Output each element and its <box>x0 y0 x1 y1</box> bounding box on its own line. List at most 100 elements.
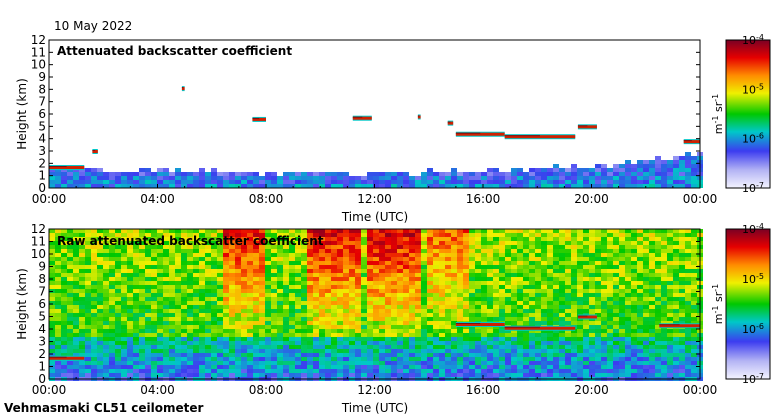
heat-cell <box>193 369 199 373</box>
heat-cell <box>685 345 691 349</box>
heat-cell <box>217 353 223 357</box>
heat-cell <box>157 281 163 285</box>
heat-cell <box>397 309 403 313</box>
heat-cell <box>187 229 193 233</box>
heat-cell <box>337 245 343 249</box>
heat-cell <box>679 249 685 253</box>
heat-cell <box>223 253 229 257</box>
heat-cell <box>421 289 427 293</box>
heat-cell <box>193 245 199 249</box>
heat-cell <box>253 317 259 321</box>
heat-cell <box>199 277 205 281</box>
heat-cell <box>487 253 493 257</box>
heat-cell <box>187 180 193 184</box>
heat-cell <box>505 345 511 349</box>
heat-cell <box>643 229 649 233</box>
heat-cell <box>439 281 445 285</box>
heat-cell <box>121 345 127 349</box>
heat-cell <box>229 373 235 377</box>
heat-cell <box>523 301 529 305</box>
heat-cell <box>223 241 229 245</box>
heat-cell <box>235 180 241 184</box>
heat-cell <box>91 333 97 337</box>
heat-cell <box>163 353 169 357</box>
heat-cell <box>103 176 109 180</box>
heat-cell <box>169 233 175 237</box>
heat-cell <box>85 329 91 333</box>
heat-cell <box>505 369 511 373</box>
y-tick-label: 0 <box>38 372 46 386</box>
heat-cell <box>523 349 529 353</box>
heat-cell <box>355 269 361 273</box>
heat-cell <box>595 277 601 281</box>
heat-cell <box>67 349 73 353</box>
heat-cell <box>367 297 373 301</box>
heat-cell <box>481 249 487 253</box>
heat-cell <box>307 349 313 353</box>
heat-cell <box>241 229 247 233</box>
heat-cell <box>259 333 265 337</box>
heat-cell <box>589 365 595 369</box>
heat-cell <box>445 289 451 293</box>
heat-cell <box>331 289 337 293</box>
heat-cell <box>655 341 661 345</box>
heat-cell <box>457 285 463 289</box>
heat-cell <box>343 176 349 180</box>
heat-cell <box>463 301 469 305</box>
heat-cell <box>655 321 661 325</box>
heat-cell <box>529 281 535 285</box>
heat-cell <box>151 317 157 321</box>
heat-cell <box>535 309 541 313</box>
heat-cell <box>517 293 523 297</box>
heat-cell <box>337 249 343 253</box>
heat-cell <box>367 285 373 289</box>
heat-cell <box>439 325 445 329</box>
heat-cell <box>553 281 559 285</box>
heat-cell <box>487 357 493 361</box>
heat-cell <box>361 269 367 273</box>
heat-cell <box>643 241 649 245</box>
heat-cell <box>373 249 379 253</box>
heat-cell <box>637 257 643 261</box>
heat-cell <box>583 357 589 361</box>
heat-cell <box>607 245 613 249</box>
heat-cell <box>607 337 613 341</box>
heat-cell <box>313 176 319 180</box>
heat-cell <box>631 229 637 233</box>
heat-cell <box>79 281 85 285</box>
heat-cell <box>361 257 367 261</box>
heat-cell <box>547 172 553 176</box>
heat-cell <box>409 180 415 184</box>
heat-cell <box>145 373 151 377</box>
heat-cell <box>493 353 499 357</box>
heat-cell <box>487 229 493 233</box>
heat-cell <box>601 349 607 353</box>
heat-cell <box>529 273 535 277</box>
heat-cell <box>691 257 697 261</box>
heat-cell <box>589 289 595 293</box>
heat-cell <box>187 329 193 333</box>
heat-cell <box>73 317 79 321</box>
heat-cell <box>127 180 133 184</box>
heat-cell <box>427 361 433 365</box>
heat-cell <box>535 253 541 257</box>
heat-cell <box>517 237 523 241</box>
heat-cell <box>211 277 217 281</box>
heat-cell <box>523 233 529 237</box>
heat-cell <box>205 345 211 349</box>
heat-cell <box>181 277 187 281</box>
heat-cell <box>235 309 241 313</box>
heat-cell <box>157 313 163 317</box>
heat-cell <box>601 273 607 277</box>
heat-cell <box>631 164 637 168</box>
heat-cell <box>571 241 577 245</box>
heat-cell <box>169 345 175 349</box>
heat-cell <box>79 365 85 369</box>
heat-cell <box>475 309 481 313</box>
heat-cell <box>349 257 355 261</box>
heat-cell <box>553 277 559 281</box>
heat-cell <box>319 317 325 321</box>
heat-cell <box>487 269 493 273</box>
heat-cell <box>133 237 139 241</box>
heat-cell <box>691 172 697 176</box>
